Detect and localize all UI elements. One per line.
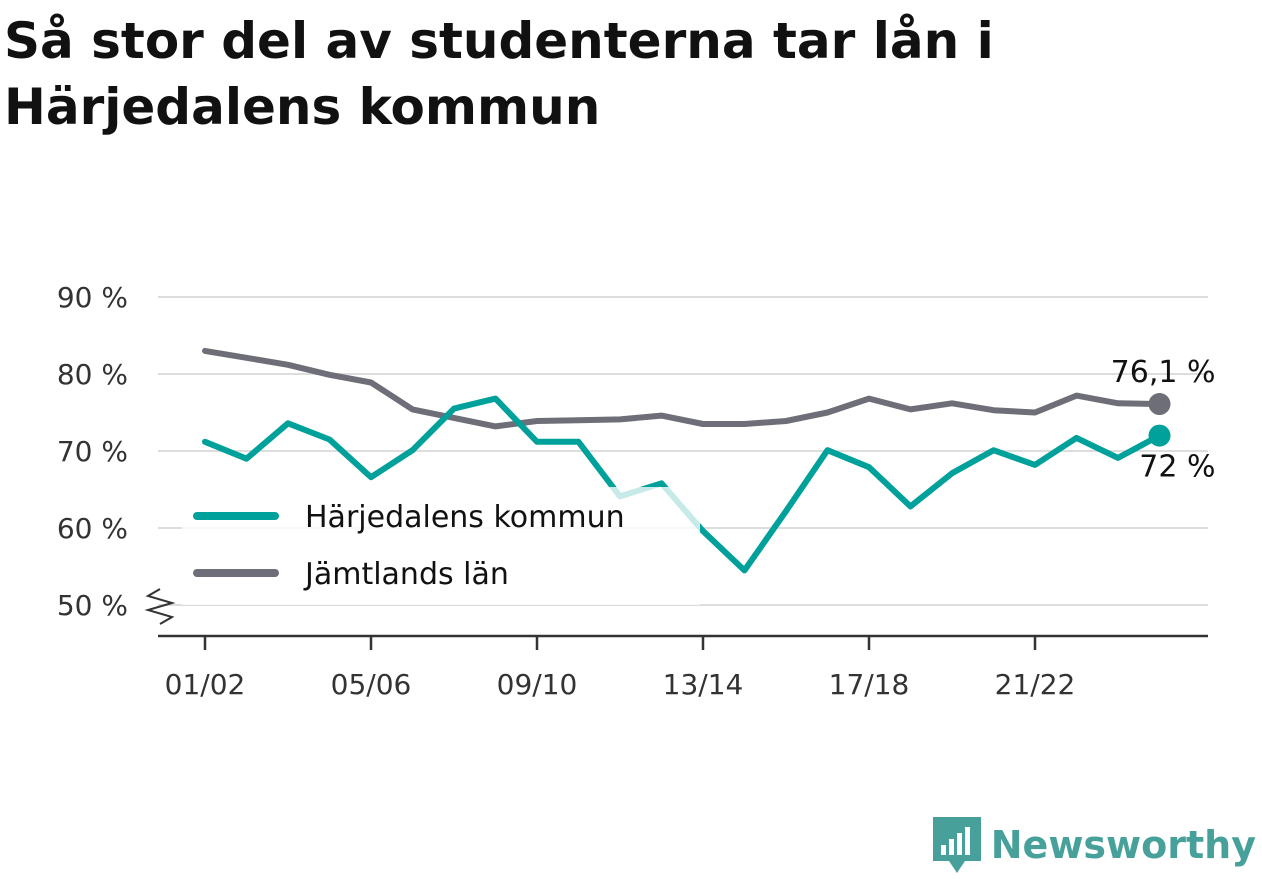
end-value-label: 76,1 %	[1111, 355, 1216, 390]
x-tick-label: 09/10	[497, 668, 578, 701]
x-tick-label: 01/02	[165, 668, 246, 701]
y-tick-label: 50 %	[57, 589, 128, 622]
legend: Härjedalens kommun Jämtlands län	[182, 487, 700, 605]
end-value-label: 72 %	[1139, 450, 1215, 485]
y-tick-label: 60 %	[57, 512, 128, 545]
x-axis-tick-labels: 01/02 05/06 09/10 13/14 17/18 21/22	[165, 668, 1076, 701]
axis-break-icon	[144, 588, 176, 625]
x-tick-label: 13/14	[663, 668, 744, 701]
y-tick-label: 90 %	[57, 281, 128, 314]
y-tick-label: 70 %	[57, 435, 128, 468]
brand-name: Newsworthy	[990, 823, 1256, 867]
newsworthy-logo-icon	[932, 817, 981, 873]
x-tick-label: 05/06	[331, 668, 412, 701]
y-tick-label: 80 %	[57, 358, 128, 391]
end-point	[1148, 424, 1171, 447]
x-axis	[158, 634, 1208, 650]
newsworthy-logo: Newsworthy	[931, 815, 1256, 875]
legend-background	[182, 487, 700, 605]
series-line	[202, 347, 1163, 430]
y-axis-tick-labels: 50 % 60 % 70 % 80 % 90 %	[57, 281, 128, 622]
end-markers: 72 % 76,1 %	[1111, 355, 1216, 485]
chart-title: Så stor del av studenterna tar lån i Här…	[4, 12, 994, 136]
x-tick-label: 21/22	[995, 668, 1076, 701]
end-point	[1148, 393, 1171, 416]
legend-label: Jämtlands län	[303, 557, 509, 592]
legend-label: Härjedalens kommun	[305, 500, 625, 535]
x-tick-label: 17/18	[829, 668, 910, 701]
